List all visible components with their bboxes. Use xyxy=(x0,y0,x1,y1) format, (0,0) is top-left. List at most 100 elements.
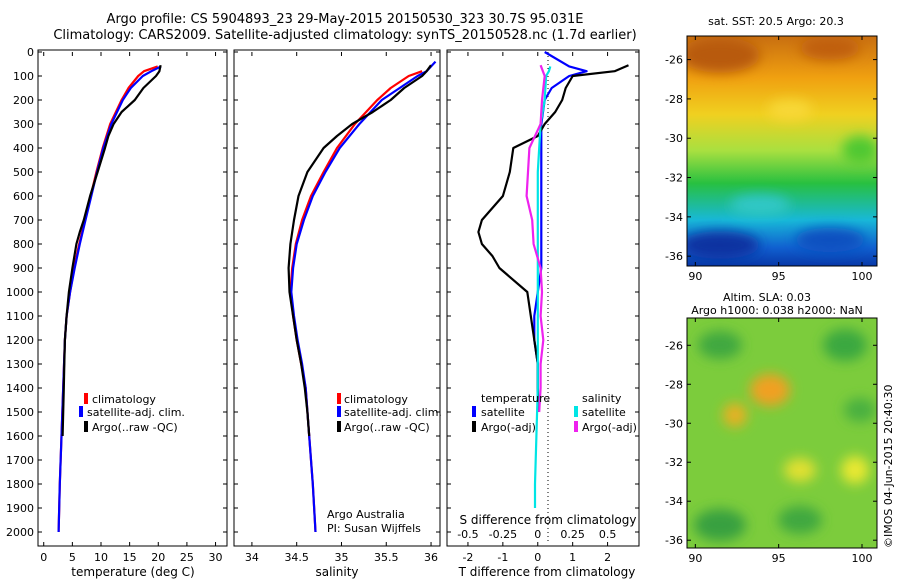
green-patch xyxy=(842,136,877,164)
depth-tick-label: 1000 xyxy=(6,286,34,299)
temperature-plot-frame xyxy=(37,49,228,547)
cyan-patch xyxy=(730,195,790,215)
s-tick-label: 0 xyxy=(534,528,541,541)
low-anomaly-patch xyxy=(778,506,822,534)
depth-tick-label: 500 xyxy=(13,166,34,179)
x-tick-label: 0 xyxy=(40,551,47,564)
salinity-axis: 34 34.5 35 35.5 36 xyxy=(245,52,438,564)
title-line-1: Argo profile: CS 5904893_23 29-May-2015 … xyxy=(106,12,584,27)
sla-texture xyxy=(694,329,876,541)
x-tick-label: 0 xyxy=(534,551,541,564)
depth-axis: 0 100 200 300 400 500 600 700 800 900 1000 1100 1200… xyxy=(6,46,227,539)
imos-timestamp: ©IMOS 04-Jun-2015 20:40:30 xyxy=(882,384,895,548)
legend-temp-argo-swatch xyxy=(472,421,476,432)
map-x-tick-label: 100 xyxy=(852,270,873,283)
x-tick-label: 34 xyxy=(245,551,259,564)
t-difference-xlabel: T difference from climatology xyxy=(458,565,636,579)
depth-tick-label: 0 xyxy=(27,46,34,59)
high-anomaly-patch xyxy=(841,456,869,484)
legend-satellite-label: satellite-adj. clim. xyxy=(344,406,442,419)
x-tick-label: -2 xyxy=(462,551,473,564)
legend-climatology-label: climatology xyxy=(92,393,156,406)
depth-tick-label: 400 xyxy=(13,142,34,155)
difference-legend: temperature salinity satellite Argo(-adj… xyxy=(472,392,637,434)
low-anomaly-patch xyxy=(823,329,867,361)
argo-line xyxy=(287,64,432,437)
legend-sal-argo-swatch xyxy=(574,421,578,432)
legend-satellite-label: satellite-adj. clim. xyxy=(87,406,185,419)
map-y-tick-label: -34 xyxy=(665,211,683,224)
credit-line-2: PI: Susan Wijffels xyxy=(327,522,421,535)
depth-tick-label: 600 xyxy=(13,190,34,203)
x-tick-label: 35 xyxy=(334,551,348,564)
legend-climatology-label: climatology xyxy=(344,393,408,406)
map-y-tick-label: -30 xyxy=(665,417,683,430)
depth-tick-label: 1500 xyxy=(6,406,34,419)
depth-tick-label: 1200 xyxy=(6,334,34,347)
map-x-tick-label: 95 xyxy=(772,270,786,283)
low-anomaly-patch xyxy=(698,331,742,359)
depth-tick-label: 300 xyxy=(13,118,34,131)
map-y-tick-label: -36 xyxy=(665,250,683,263)
depth-tick-label: 1400 xyxy=(6,382,34,395)
blue-patch xyxy=(795,228,865,252)
warm-patch xyxy=(687,37,760,73)
salinity-plot-frame xyxy=(233,49,441,547)
legend-satellite-swatch xyxy=(337,406,341,417)
depth-tick-label: 1700 xyxy=(6,454,34,467)
x-tick-label: 20 xyxy=(151,551,165,564)
difference-depth-ticks xyxy=(447,51,639,533)
x-tick-label: 10 xyxy=(94,551,108,564)
temp-argo-diff-line xyxy=(477,64,629,412)
legend-sal-argo-label: Argo(-adj) xyxy=(582,421,637,434)
satellite-adj-clim-line xyxy=(290,60,437,533)
high-anomaly-patch xyxy=(784,458,816,482)
sla-map-frame xyxy=(686,317,878,549)
map-y-tick-label: -32 xyxy=(665,172,683,185)
s-tick-label: -0.25 xyxy=(489,528,517,541)
sla-map-panel: Altim. SLA: 0.03 Argo h1000: 0.038 h2000… xyxy=(665,291,878,565)
difference-panel: -2 -1 0 1 2 -0.5 -0.25 0 0.25 0.5 temperature sal… xyxy=(446,49,640,579)
depth-tick-label: 900 xyxy=(13,262,34,275)
s-tick-label: -0.5 xyxy=(457,528,478,541)
legend-temp-satellite-swatch xyxy=(472,406,476,417)
warm-patch xyxy=(800,36,860,60)
legend-salinity-title: salinity xyxy=(582,392,622,405)
sst-map-axes: 90 95 100 -26 -28 -30 -32 -34 -36 xyxy=(665,36,877,283)
high-anomaly-patch xyxy=(750,374,790,406)
low-anomaly-patch xyxy=(844,398,876,422)
sst-map-panel: sat. SST: 20.5 Argo: 20.3 90 95 100 -26 -28 -… xyxy=(665,15,878,283)
map-x-tick-label: 90 xyxy=(688,552,702,565)
blue-patch xyxy=(687,231,760,259)
x-tick-label: 36 xyxy=(424,551,438,564)
x-tick-label: 15 xyxy=(123,551,137,564)
map-y-tick-label: -30 xyxy=(665,132,683,145)
map-x-tick-label: 90 xyxy=(688,270,702,283)
depth-tick-label: 1800 xyxy=(6,478,34,491)
temperature-panel: 0100200300400500600700800900100011001200… xyxy=(6,46,228,579)
sst-heatmap xyxy=(687,36,877,266)
salinity-xlabel: salinity xyxy=(315,565,358,579)
sal-argo-diff-line xyxy=(525,64,546,413)
x-tick-label: 34.5 xyxy=(284,551,309,564)
title-line-2: Climatology: CARS2009. Satellite-adjuste… xyxy=(53,28,637,43)
difference-plot-frame xyxy=(446,49,640,547)
map-y-tick-label: -32 xyxy=(665,456,683,469)
temperature-xlabel: temperature (deg C) xyxy=(71,565,194,579)
map-x-tick-label: 100 xyxy=(852,552,873,565)
difference-lines xyxy=(477,51,629,508)
temperature-legend: climatology satellite-adj. clim. Argo(..… xyxy=(79,393,185,434)
depth-tick-label: 800 xyxy=(13,238,34,251)
sla-map-title-1: Altim. SLA: 0.03 xyxy=(723,291,811,304)
salinity-depth-ticks xyxy=(234,51,440,533)
sla-map-axes: 90 95 100 -26 -28 -30 -32 -34 -36 xyxy=(665,318,877,565)
map-y-tick-label: -26 xyxy=(665,339,683,352)
legend-argo-label: Argo(..raw -QC) xyxy=(92,421,178,434)
salinity-legend: climatology satellite-adj. clim. Argo(..… xyxy=(337,393,442,434)
legend-climatology-swatch xyxy=(84,393,88,404)
s-tick-label: 0.25 xyxy=(560,528,585,541)
x-tick-label: 25 xyxy=(180,551,194,564)
depth-tick-label: 1300 xyxy=(6,358,34,371)
salinity-panel: 34 34.5 35 35.5 36 salinity climatology sate… xyxy=(233,49,442,579)
